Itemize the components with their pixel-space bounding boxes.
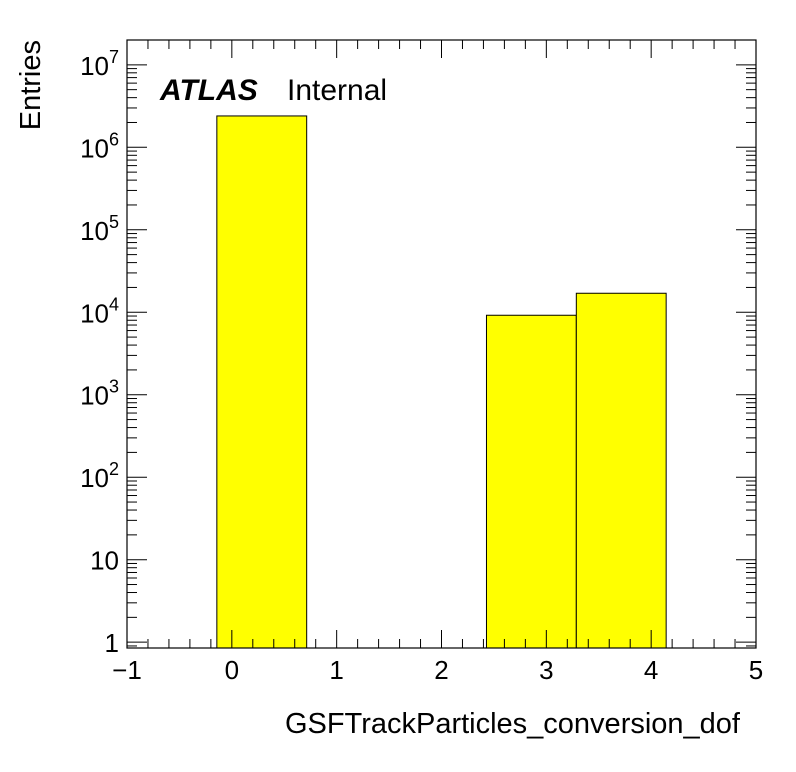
y-tick-label: 102 — [80, 459, 119, 493]
histogram-bars — [216, 115, 667, 649]
y-tick-label: 106 — [80, 129, 119, 163]
histogram-bar-4 — [575, 292, 667, 649]
x-tick-label: 2 — [434, 655, 448, 685]
axis-ticks — [126, 39, 757, 648]
histogram-bar-0 — [216, 115, 308, 649]
internal-label: Internal — [287, 74, 387, 107]
y-tick-label: 104 — [80, 294, 119, 328]
x-axis-title: GSFTrackParticles_conversion_dof — [285, 708, 741, 740]
histogram-bar-3 — [485, 314, 577, 649]
x-tick-label: 0 — [225, 655, 239, 685]
y-tick-label: 10 — [90, 546, 119, 576]
x-tick-labels: −1 0 1 2 3 4 5 — [112, 655, 763, 685]
y-tick-label: 103 — [80, 377, 119, 411]
y-tick-label: 107 — [80, 47, 119, 81]
x-tick-label: −1 — [112, 655, 142, 685]
plot-frame — [126, 39, 757, 649]
atlas-label: ATLAS — [159, 74, 258, 107]
x-tick-label: 1 — [329, 655, 343, 685]
x-tick-label: 4 — [644, 655, 658, 685]
y-axis-title: Entries — [15, 40, 47, 130]
x-tick-label: 5 — [749, 655, 763, 685]
y-tick-labels: 1 10 102 103 104 105 106 107 — [80, 47, 119, 658]
y-tick-label: 1 — [105, 628, 119, 658]
y-tick-label: 105 — [80, 212, 119, 246]
x-tick-label: 3 — [539, 655, 553, 685]
